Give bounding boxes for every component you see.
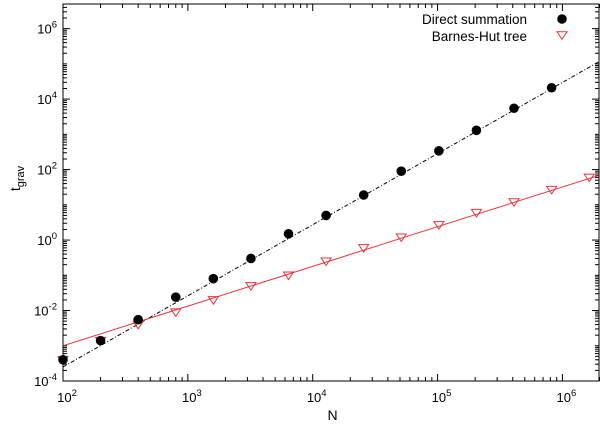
axis-ticks bbox=[62, 3, 600, 382]
barnes-hut-point bbox=[282, 271, 295, 281]
fit-lines bbox=[63, 61, 599, 368]
direct-summation-point bbox=[170, 292, 181, 302]
barnes-hut-point bbox=[395, 233, 408, 243]
x-tick-label-base: 10 bbox=[557, 390, 571, 405]
barnes-hut-point bbox=[470, 208, 483, 218]
y-tick-label-base: 10 bbox=[34, 304, 48, 319]
x-tick-label: 103 bbox=[182, 388, 202, 405]
barnes-hut-point bbox=[320, 257, 333, 267]
barnes-hut-point bbox=[583, 173, 596, 183]
x-tick-label-exponent: 4 bbox=[321, 388, 326, 399]
y-tick-label-exponent: -4 bbox=[49, 372, 57, 383]
y-tick-label-base: 10 bbox=[37, 233, 51, 248]
x-tick-label-base: 10 bbox=[432, 390, 446, 405]
y-tick-label-exponent: -2 bbox=[49, 302, 57, 313]
y-tick-label-exponent: 4 bbox=[52, 90, 57, 101]
y-tick-label-exponent: 6 bbox=[52, 20, 57, 31]
direct-summation-point bbox=[95, 335, 106, 346]
legend-label-direct-summation: Direct summation bbox=[422, 12, 527, 27]
x-tick-label-exponent: 5 bbox=[446, 388, 451, 399]
legend: Direct summation Barnes-Hut tree bbox=[422, 12, 568, 44]
direct-summation-point bbox=[321, 210, 331, 221]
legend-marker-direct-summation bbox=[557, 14, 567, 24]
x-tick-label-base: 10 bbox=[182, 390, 196, 405]
x-tick-label-base: 10 bbox=[307, 390, 321, 405]
direct-summation-point bbox=[509, 103, 519, 114]
x-tick-label: 105 bbox=[432, 388, 452, 405]
y-axis-label-subscript: grav bbox=[15, 165, 27, 187]
x-tick-label: 106 bbox=[557, 388, 577, 405]
y-tick-label: 10-2 bbox=[34, 302, 57, 319]
fit-line-direct-summation bbox=[63, 61, 599, 368]
x-tick-label-exponent: 2 bbox=[72, 388, 77, 399]
legend-marker-barnes-hut-tree bbox=[556, 31, 568, 41]
y-tick-label-exponent: 2 bbox=[52, 161, 57, 172]
legend-label-barnes-hut-tree: Barnes-Hut tree bbox=[432, 29, 527, 44]
y-tick-label: 100 bbox=[37, 231, 57, 248]
y-tick-label-exponent: 0 bbox=[52, 231, 57, 242]
y-tick-label: 102 bbox=[37, 161, 57, 178]
y-tick-label-base: 10 bbox=[34, 374, 48, 389]
direct-summation-point bbox=[546, 82, 557, 93]
fit-line-barnes-hut bbox=[63, 174, 599, 347]
x-axis-label: N bbox=[327, 407, 337, 423]
direct-summation-point bbox=[283, 229, 294, 239]
barnes-hut-point bbox=[432, 221, 445, 231]
direct-summation-point bbox=[133, 314, 143, 325]
plot-frame bbox=[62, 3, 600, 382]
y-tick-label: 106 bbox=[37, 20, 57, 37]
direct-summation-point bbox=[471, 125, 482, 136]
direct-summation-point bbox=[396, 166, 407, 176]
barnes-hut-point bbox=[244, 282, 257, 292]
barnes-hut-point bbox=[545, 185, 558, 195]
barnes-hut-point bbox=[357, 244, 370, 254]
y-tick-label: 104 bbox=[37, 90, 57, 107]
y-axis-label-main: t bbox=[7, 187, 23, 191]
x-tick-label: 102 bbox=[57, 388, 77, 405]
direct-summation-point bbox=[434, 146, 444, 156]
barnes-hut-point bbox=[508, 198, 520, 208]
barnes-hut-point bbox=[169, 308, 182, 318]
direct-summation-point bbox=[246, 253, 256, 264]
x-tick-label-exponent: 6 bbox=[571, 388, 576, 399]
direct-summation-point bbox=[358, 190, 369, 200]
data-markers bbox=[57, 82, 596, 365]
y-tick-label: 10-4 bbox=[34, 372, 57, 389]
x-tick-label-exponent: 3 bbox=[196, 388, 201, 399]
y-tick-label-base: 10 bbox=[37, 92, 51, 107]
direct-summation-point bbox=[208, 273, 219, 284]
y-tick-label-base: 10 bbox=[37, 163, 51, 178]
x-tick-label-base: 10 bbox=[57, 390, 71, 405]
y-tick-label-base: 10 bbox=[37, 22, 51, 37]
barnes-hut-point bbox=[207, 296, 220, 306]
y-axis-label: tgrav bbox=[7, 165, 27, 191]
x-tick-label: 104 bbox=[307, 388, 327, 405]
